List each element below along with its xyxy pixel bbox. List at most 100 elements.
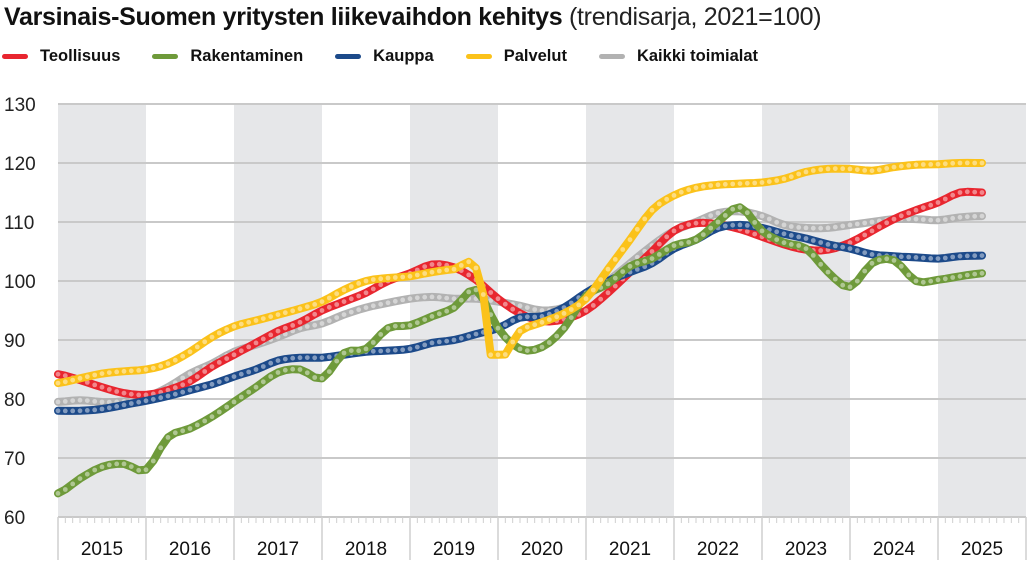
data-point (194, 422, 200, 428)
data-point (282, 325, 288, 331)
data-point (627, 237, 633, 243)
legend-item: Kauppa (335, 47, 434, 66)
data-point (590, 303, 596, 308)
x-tick-label: 2015 (81, 539, 123, 560)
data-point (55, 380, 61, 386)
data-point (898, 163, 904, 169)
data-point (62, 379, 68, 385)
data-point (363, 278, 369, 284)
x-tick-label: 2021 (609, 539, 651, 560)
y-tick-label: 70 (4, 449, 25, 470)
legend-swatch (598, 54, 625, 59)
data-point (378, 348, 384, 354)
data-point (304, 355, 310, 360)
data-point (620, 269, 626, 274)
data-point (194, 344, 200, 350)
data-point (928, 202, 934, 208)
data-point (803, 236, 809, 241)
data-point (319, 376, 325, 381)
data-point (862, 268, 868, 274)
x-tick-label: 2019 (433, 539, 475, 560)
data-point (370, 277, 376, 282)
data-point (55, 371, 61, 377)
data-point (634, 226, 640, 232)
data-point (854, 278, 860, 284)
data-point (121, 368, 127, 374)
data-point (341, 299, 347, 304)
data-point (275, 328, 281, 334)
data-point (891, 216, 897, 222)
data-point (957, 214, 963, 220)
data-point (282, 356, 288, 362)
data-point (231, 352, 237, 358)
data-point (920, 205, 926, 211)
data-point (158, 395, 164, 401)
data-point (363, 305, 369, 310)
data-point (832, 224, 838, 230)
data-point (253, 384, 259, 390)
data-point (84, 408, 90, 413)
data-point (495, 296, 501, 302)
data-point (862, 232, 868, 238)
data-point (517, 328, 523, 334)
data-point (847, 240, 853, 246)
data-point (187, 426, 193, 431)
data-point (671, 228, 677, 234)
data-point (869, 260, 875, 266)
data-point (722, 213, 728, 218)
data-point (913, 216, 919, 222)
data-point (106, 370, 112, 375)
data-point (913, 162, 919, 168)
data-point (942, 161, 948, 167)
data-point (363, 346, 369, 352)
data-point (319, 308, 325, 313)
data-point (246, 389, 252, 395)
data-point (583, 296, 589, 302)
data-point (224, 404, 230, 410)
data-point (392, 347, 398, 353)
data-point (832, 166, 838, 172)
data-point (70, 398, 76, 403)
data-point (363, 290, 369, 296)
data-point (869, 252, 875, 257)
data-point (92, 467, 98, 473)
x-tick-label: 2022 (697, 539, 739, 560)
data-point (906, 210, 912, 216)
data-point (70, 408, 76, 414)
data-point (488, 352, 494, 358)
data-point (275, 370, 281, 375)
y-tick-label: 60 (4, 508, 25, 529)
data-point (708, 213, 714, 219)
data-point (605, 290, 611, 296)
data-point (920, 279, 926, 285)
data-point (92, 382, 98, 388)
data-point (862, 250, 868, 256)
data-point (686, 222, 692, 228)
data-point (862, 168, 868, 173)
data-point (444, 308, 450, 314)
data-point (62, 408, 68, 414)
data-point (957, 273, 963, 279)
data-point (766, 179, 772, 185)
data-point (400, 297, 406, 303)
data-point (326, 304, 332, 310)
data-point (671, 243, 677, 249)
data-point (913, 207, 919, 213)
series-line-teollisuus (54, 187, 986, 399)
data-point (194, 374, 200, 380)
data-point (180, 382, 186, 388)
data-point (466, 289, 472, 295)
data-point (466, 333, 472, 339)
data-point (231, 324, 237, 329)
data-point (700, 220, 706, 226)
data-point (840, 244, 846, 250)
data-point (231, 399, 237, 405)
legend-item: Teollisuus (2, 47, 120, 66)
data-point (920, 217, 926, 222)
data-point (378, 282, 384, 288)
data-point (715, 182, 721, 188)
data-point (312, 355, 318, 361)
data-point (106, 462, 112, 468)
data-point (348, 309, 354, 315)
data-point (260, 336, 266, 342)
